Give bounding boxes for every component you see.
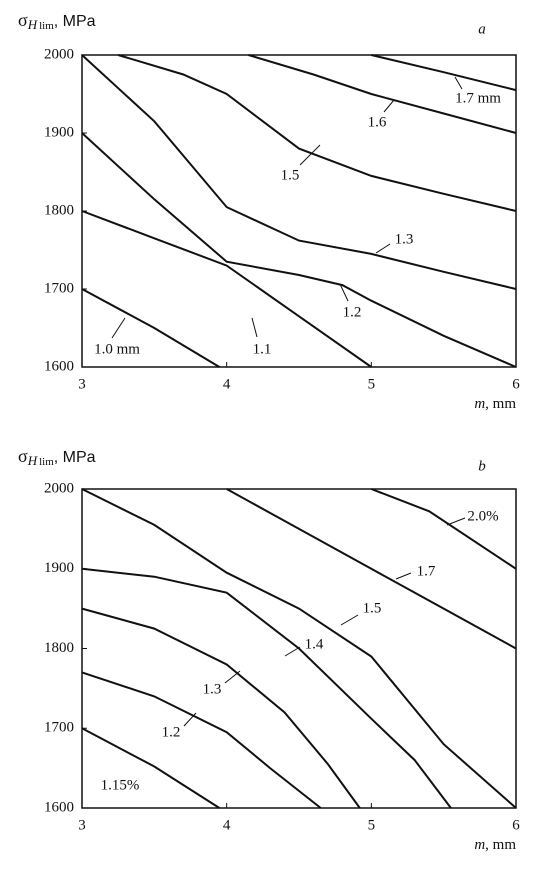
contour-label: 1.5 — [363, 600, 382, 616]
label-leader — [251, 317, 258, 338]
contour-line — [117, 54, 517, 212]
panel: 1600 1700 1800 1900 2000 3 4 5 6 σH lim, MPa m, mm b… — [18, 446, 520, 853]
x-axis-label: m, mm — [474, 396, 516, 412]
y-axis-label: σH lim, MPa — [18, 446, 96, 468]
contour-line — [81, 607, 361, 809]
contour-label: 1.3 — [395, 231, 414, 247]
contour-line — [81, 567, 452, 809]
y-tick-label: 1700 — [44, 720, 74, 736]
contour-label: 1.15% — [101, 777, 140, 793]
contour-label: 1.4 — [305, 636, 324, 652]
y-label-symbol: σ — [18, 446, 28, 466]
y-label-sub: H — [27, 17, 38, 32]
contour-line — [81, 671, 322, 809]
y-label-unit: , MPa — [54, 449, 96, 466]
contour-label: 1.0 mm — [94, 341, 140, 357]
y-tick-label: 1900 — [44, 560, 74, 576]
y-tick-label: 1700 — [44, 280, 74, 296]
y-label-unit: , MPa — [54, 13, 96, 30]
contour-line — [81, 288, 220, 368]
y-tick-label: 1600 — [44, 799, 74, 815]
label-leader — [383, 99, 395, 113]
panel-label: a — [478, 21, 486, 37]
label-leader — [340, 614, 359, 626]
contour-line — [81, 488, 517, 809]
contour-line — [81, 727, 220, 809]
y-axis-label: σH lim, MPa — [18, 10, 96, 32]
x-label-symbol: m — [474, 396, 485, 412]
label-leader — [224, 670, 241, 684]
contour-label: 1.6 — [368, 114, 387, 130]
contour-line — [248, 54, 517, 134]
panel: 1600 1700 1800 1900 2000 3 4 5 6 σH lim, MPa m, mm a… — [18, 10, 520, 412]
label-leader — [183, 712, 197, 727]
x-tick-label: 4 — [223, 376, 231, 392]
y-label-sub: lim — [39, 456, 54, 468]
label-leader — [284, 646, 301, 657]
label-leader — [375, 243, 391, 254]
x-label-symbol: m — [474, 837, 485, 853]
y-tick-label: 1900 — [44, 124, 74, 140]
x-tick-label: 5 — [368, 817, 376, 833]
y-tick-label: 2000 — [44, 46, 74, 62]
x-label-unit: , mm — [485, 396, 516, 412]
contour-line — [370, 488, 517, 570]
contour-label: 1.2 — [343, 304, 362, 320]
label-leader — [446, 517, 466, 526]
contour-label: 1.2 — [162, 724, 181, 740]
label-leader — [454, 76, 463, 90]
contour-label: 1.3 — [203, 681, 222, 697]
contour-label: 1.7 mm — [455, 90, 501, 106]
contour-label: 1.5 — [281, 167, 300, 183]
contour-line — [81, 54, 517, 290]
y-tick-label: 1800 — [44, 640, 74, 656]
contour-label: 2.0% — [467, 508, 498, 524]
contour-line — [81, 210, 372, 368]
x-tick-label: 6 — [512, 376, 520, 392]
x-tick-label: 6 — [512, 817, 520, 833]
contour-line — [81, 132, 517, 368]
x-axis-label: m, mm — [474, 837, 516, 853]
x-tick-label: 3 — [78, 376, 86, 392]
y-label-symbol: σ — [18, 10, 28, 30]
x-tick-label: 5 — [368, 376, 376, 392]
contour-label: 1.7 — [417, 563, 436, 579]
y-label-sub: H — [27, 453, 38, 468]
label-leader — [395, 572, 412, 580]
label-leader — [299, 144, 321, 166]
contour-line — [371, 54, 517, 92]
y-label-sub: lim — [39, 20, 54, 32]
plot-frame — [81, 54, 517, 368]
contour-label: 1.1 — [253, 341, 272, 357]
y-tick-label: 2000 — [44, 480, 74, 496]
contour-line — [226, 488, 517, 650]
y-tick-label: 1600 — [44, 358, 74, 374]
x-tick-label: 4 — [223, 817, 231, 833]
x-label-unit: , mm — [485, 837, 516, 853]
panel-label: b — [478, 458, 486, 474]
label-leader — [339, 283, 349, 302]
y-tick-label: 1800 — [44, 202, 74, 218]
label-leader — [111, 317, 126, 339]
x-tick-label: 3 — [78, 817, 86, 833]
